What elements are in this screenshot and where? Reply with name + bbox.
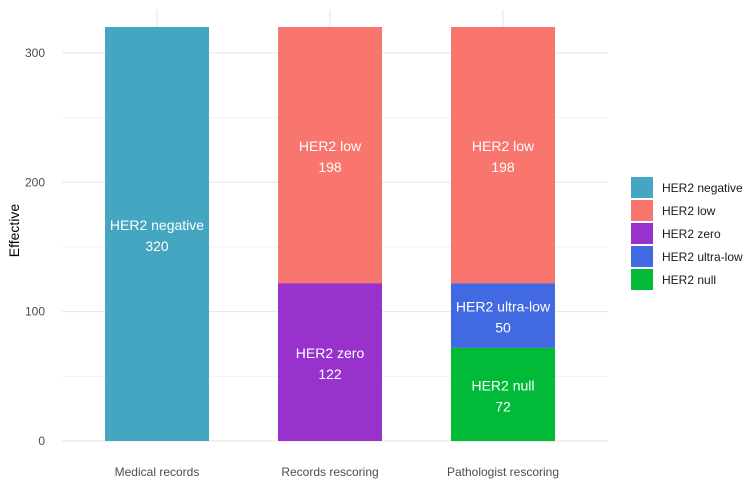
bar-segment xyxy=(451,283,555,348)
y-axis: 0 100 200 300 xyxy=(25,46,45,448)
x-axis: Medical records Records rescoring Patholog… xyxy=(115,465,559,479)
bar-segment-name-label: HER2 negative xyxy=(110,217,204,233)
bar-segment-name-label: HER2 zero xyxy=(296,345,365,361)
bar-segment-name-label: HER2 low xyxy=(472,138,535,154)
legend-key xyxy=(631,223,653,244)
bar-segment xyxy=(451,27,555,284)
legend-key xyxy=(631,177,653,198)
y-tick-label: 200 xyxy=(25,175,45,189)
legend: HER2 negative HER2 low HER2 zero HER2 ultra… xyxy=(631,177,743,290)
bar-segment xyxy=(278,283,382,441)
bar-segment-name-label: HER2 null xyxy=(471,377,534,393)
bar-segment-value-label: 198 xyxy=(318,159,342,175)
bar-segment-value-label: 72 xyxy=(495,398,511,414)
bar-segment-value-label: 320 xyxy=(145,238,169,254)
y-tick-label: 100 xyxy=(25,305,45,319)
legend-label: HER2 low xyxy=(662,204,716,218)
legend-key xyxy=(631,246,653,267)
legend-key xyxy=(631,269,653,290)
x-tick-label: Pathologist rescoring xyxy=(447,465,559,479)
legend-key xyxy=(631,200,653,221)
legend-label: HER2 ultra-low xyxy=(662,250,743,264)
bar-segment xyxy=(278,27,382,284)
legend-label: HER2 null xyxy=(662,273,716,287)
bar-segment-value-label: 50 xyxy=(495,320,511,336)
y-axis-title: Effective xyxy=(6,204,22,258)
y-tick-label: 300 xyxy=(25,46,45,60)
bar-segment-value-label: 198 xyxy=(491,159,515,175)
bar-segment-name-label: HER2 low xyxy=(299,138,362,154)
bar-segment-value-label: 122 xyxy=(318,366,342,382)
x-tick-label: Medical records xyxy=(115,465,200,479)
y-tick-label: 0 xyxy=(38,434,45,448)
bar-segment-name-label: HER2 ultra-low xyxy=(456,299,551,315)
bar-segment xyxy=(451,347,555,441)
x-tick-label: Records rescoring xyxy=(281,465,378,479)
legend-label: HER2 zero xyxy=(662,227,721,241)
legend-label: HER2 negative xyxy=(662,181,743,195)
bars xyxy=(105,27,555,441)
bar-labels: HER2 negative 320 HER2 zero 122 HER2 low 198 H… xyxy=(110,138,551,414)
bar-segment xyxy=(105,27,209,441)
